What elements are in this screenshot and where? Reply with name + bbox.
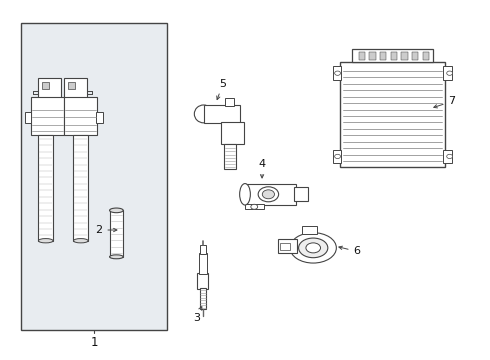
Bar <box>220 122 244 144</box>
Text: 1: 1 <box>90 336 98 349</box>
Bar <box>369 52 375 60</box>
Bar <box>200 288 205 309</box>
Ellipse shape <box>290 233 336 263</box>
Bar <box>245 184 296 205</box>
Bar <box>203 105 240 123</box>
Bar <box>423 52 429 60</box>
Bar <box>294 187 308 202</box>
Ellipse shape <box>298 238 328 258</box>
Bar <box>21 23 167 330</box>
Bar <box>110 210 123 257</box>
Bar <box>443 66 452 80</box>
Ellipse shape <box>110 255 123 259</box>
Bar <box>340 62 445 167</box>
Text: 6: 6 <box>339 246 361 256</box>
Bar <box>42 82 49 89</box>
Bar <box>38 78 61 98</box>
Bar <box>401 52 408 60</box>
Ellipse shape <box>447 71 453 75</box>
Bar <box>412 52 418 60</box>
Bar <box>68 82 75 89</box>
Ellipse shape <box>110 208 123 213</box>
Text: 7: 7 <box>434 96 456 108</box>
Bar <box>278 239 297 253</box>
Bar <box>97 112 103 123</box>
Bar <box>224 98 234 106</box>
Bar <box>391 52 397 60</box>
Ellipse shape <box>258 187 279 202</box>
Bar <box>197 273 208 289</box>
Ellipse shape <box>74 239 88 243</box>
Bar <box>38 135 53 241</box>
Text: 5: 5 <box>217 78 226 100</box>
Ellipse shape <box>306 243 320 253</box>
Ellipse shape <box>195 105 213 123</box>
Text: 4: 4 <box>259 159 266 178</box>
Bar <box>224 144 236 169</box>
Bar <box>25 112 31 123</box>
Ellipse shape <box>240 184 250 205</box>
Ellipse shape <box>262 190 274 199</box>
Ellipse shape <box>251 204 258 209</box>
Bar <box>245 204 264 209</box>
Bar <box>359 52 365 60</box>
Bar <box>352 49 433 62</box>
Ellipse shape <box>447 154 453 158</box>
Bar <box>333 66 342 80</box>
Bar <box>443 150 452 163</box>
Text: 3: 3 <box>193 307 202 323</box>
Text: 2: 2 <box>95 225 117 235</box>
Bar <box>302 226 317 234</box>
Bar <box>64 97 97 135</box>
Bar <box>333 150 342 163</box>
Bar <box>380 52 386 60</box>
Ellipse shape <box>335 154 341 158</box>
Ellipse shape <box>38 239 53 243</box>
Bar <box>199 253 207 274</box>
Bar <box>280 243 290 250</box>
Bar <box>200 245 205 254</box>
Bar <box>74 135 88 241</box>
Bar <box>30 97 64 135</box>
Bar <box>64 78 87 98</box>
Ellipse shape <box>335 71 341 75</box>
